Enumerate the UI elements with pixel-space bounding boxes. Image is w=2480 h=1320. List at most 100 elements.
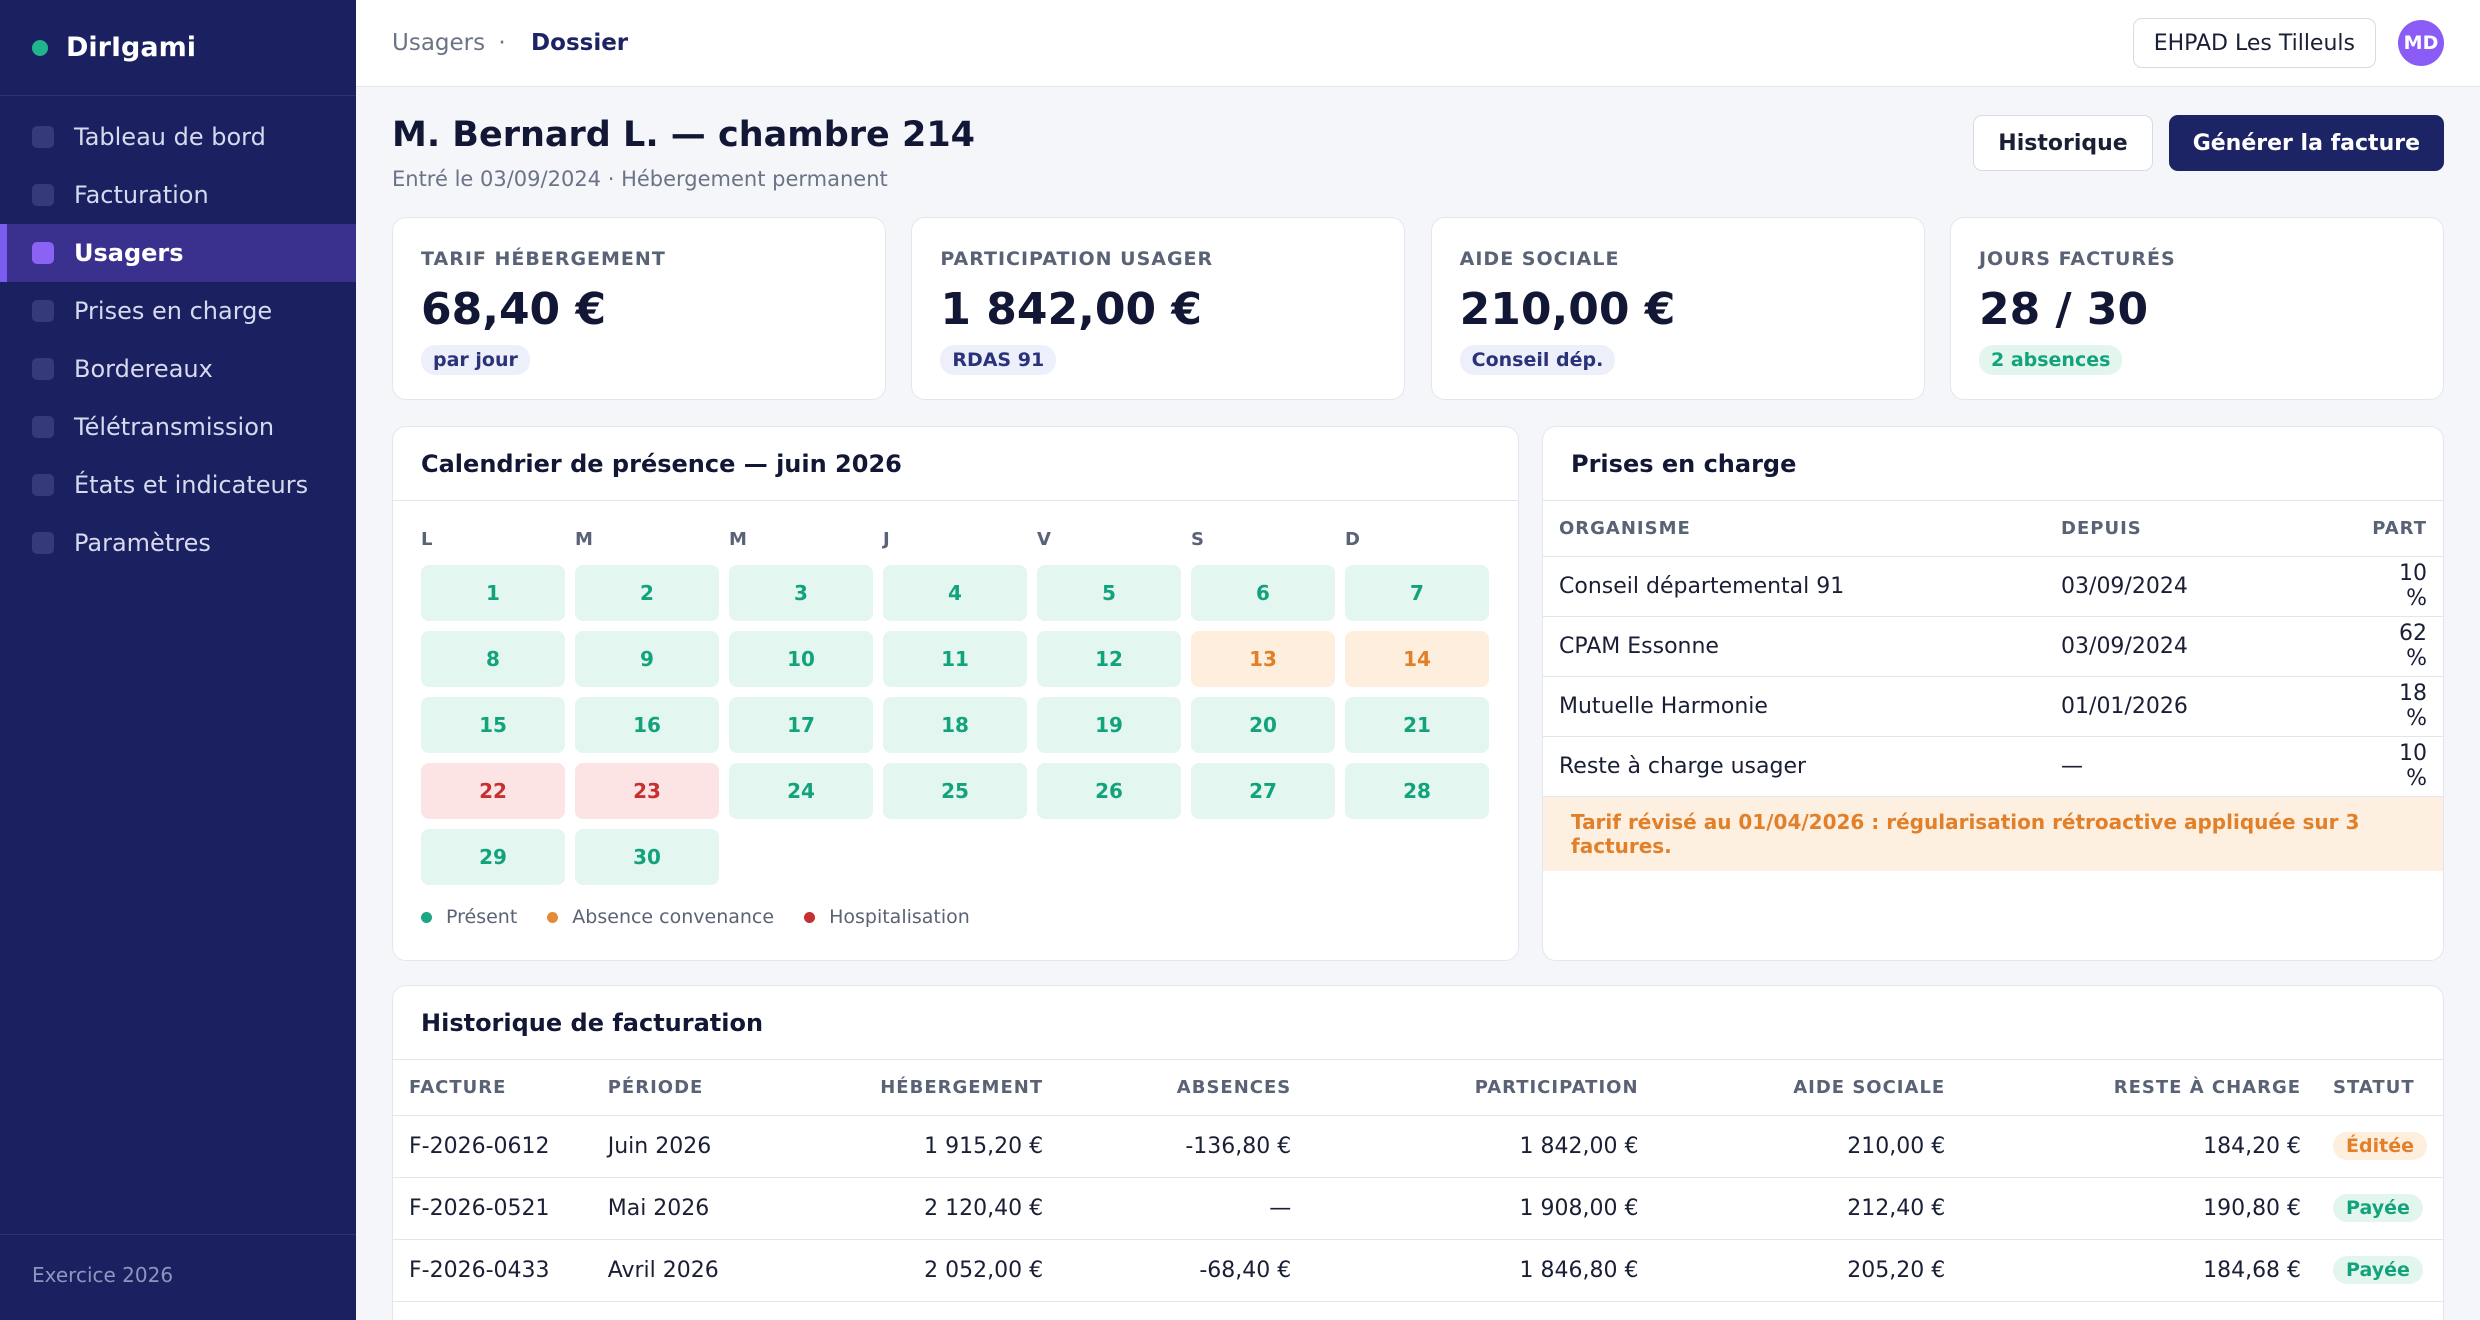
calendar-day[interactable]: 27 xyxy=(1191,763,1335,819)
history-button[interactable]: Historique xyxy=(1973,115,2153,171)
facility-selector[interactable]: EHPAD Les Tilleuls xyxy=(2132,18,2376,68)
kpi-value: 28 / 30 xyxy=(1978,284,2149,335)
participation-cell: 1 842,00 € xyxy=(1307,1115,1655,1178)
absences-cell: — xyxy=(1059,1177,1308,1240)
generate-invoice-button[interactable]: Générer la facture xyxy=(2168,115,2444,171)
social-aid-cell: 210,00 € xyxy=(1654,1115,1962,1178)
sidebar-item-label: Bordereaux xyxy=(74,355,213,383)
sidebar-item-bordereaux[interactable]: Bordereaux xyxy=(0,340,356,398)
calendar-day[interactable]: 6 xyxy=(1191,565,1335,621)
period-cell: Mai 2026 xyxy=(591,1177,791,1240)
absences-cell: -136,80 € xyxy=(1059,1115,1308,1178)
weekday-label: M xyxy=(575,529,593,550)
calendar-day[interactable]: 23 xyxy=(575,763,719,819)
participation-cell: 1 846,80 € xyxy=(1307,1239,1655,1302)
remaining-cell: 184,20 € xyxy=(1961,1115,2318,1178)
sidebar-item-usagers[interactable]: Usagers xyxy=(0,224,356,282)
calendar-day[interactable]: 21 xyxy=(1345,697,1489,753)
presence-calendar: Calendrier de présence — juin 2026 L M M J V… xyxy=(392,426,1519,961)
table-row[interactable]: CPAM Essonne 03/09/2024 62 % xyxy=(1543,616,2443,677)
since-cell: — xyxy=(2045,736,2357,797)
period-cell: Avril 2026 xyxy=(591,1239,791,1302)
calendar-day[interactable]: 2 xyxy=(575,565,719,621)
page-title: M. Bernard L. — chambre 214 xyxy=(392,115,976,155)
calendar-day[interactable]: 15 xyxy=(421,697,565,753)
sidebar-item-label: Télétransmission xyxy=(74,413,275,441)
table-row[interactable]: F-2026-0433 Avril 2026 2 052,00 € -68,40 €1… xyxy=(393,1239,2443,1302)
legend-item: Hospitalisation xyxy=(804,906,970,928)
calendar-day[interactable]: 13 xyxy=(1191,631,1335,687)
calendar-day[interactable]: 26 xyxy=(1037,763,1181,819)
table-row[interactable]: Reste à charge usager —10 % xyxy=(1543,736,2443,797)
calendar-day[interactable]: 17 xyxy=(729,697,873,753)
since-cell: 03/09/2024 xyxy=(2045,616,2357,677)
calendar-day[interactable]: 19 xyxy=(1037,697,1181,753)
social-aid-cell: 212,40 € xyxy=(1654,1177,1962,1240)
calendar-day[interactable]: 22 xyxy=(421,763,565,819)
fiscal-year: Exercice 2026 xyxy=(0,1234,356,1320)
breadcrumb-current: Dossier xyxy=(531,30,629,56)
sidebar-item-tableau-de-bord[interactable]: Tableau de bord xyxy=(0,108,356,166)
kpi-pill: 2 absences xyxy=(1978,345,2123,375)
status-badge: Payée xyxy=(2333,1256,2423,1284)
slips-icon xyxy=(32,358,54,380)
share-cell: 10 % xyxy=(2356,556,2443,617)
calendar-day[interactable]: 9 xyxy=(575,631,719,687)
sidebar-item-parametres[interactable]: Paramètres xyxy=(0,514,356,572)
sidebar-item-teletransmission[interactable]: Télétransmission xyxy=(0,398,356,456)
sidebar-item-prises-en-charge[interactable]: Prises en charge xyxy=(0,282,356,340)
column-header: STATUT xyxy=(2317,1060,2443,1116)
legend-item: Présent xyxy=(421,906,517,928)
kpi-label: PARTICIPATION USAGER xyxy=(940,248,1214,270)
coverage-icon xyxy=(32,300,54,322)
calendar-grid: 1 2 3 4 5 6 7 8 9 10 11 12 13 14 15 16 17 18 19 20 21 22 23 24 2… xyxy=(421,565,1489,885)
sidebar-item-facturation[interactable]: Facturation xyxy=(0,166,356,224)
calendar-day[interactable]: 7 xyxy=(1345,565,1489,621)
calendar-day[interactable]: 10 xyxy=(729,631,873,687)
kpi-pill: par jour xyxy=(421,345,530,375)
coverage-card: Prises en charge ORGANISME DEPUIS PART C… xyxy=(1542,426,2444,961)
calendar-day[interactable]: 16 xyxy=(575,697,719,753)
settings-icon xyxy=(32,532,54,554)
weekday-label: V xyxy=(1037,529,1051,550)
legend-item: Absence convenance xyxy=(547,906,774,928)
calendar-day[interactable]: 14 xyxy=(1345,631,1489,687)
kpi-label: JOURS FACTURÉS xyxy=(1978,248,2176,270)
column-header: ORGANISME xyxy=(1543,501,2046,557)
organism-cell: Reste à charge usager xyxy=(1543,736,2046,797)
calendar-day[interactable]: 18 xyxy=(883,697,1027,753)
table-row[interactable]: Mutuelle Harmonie 01/01/2026 18 % xyxy=(1543,676,2443,737)
participation-cell: 1 908,00 € xyxy=(1307,1177,1655,1240)
calendar-day[interactable]: 30 xyxy=(575,829,719,885)
status-badge: Éditée xyxy=(2333,1132,2427,1160)
accommodation-cell: 2 052,00 € xyxy=(790,1239,1060,1302)
table-row[interactable]: Conseil départemental 91 03/09/2024 10 % xyxy=(1543,556,2443,617)
table-row[interactable]: F-2026-0612 Juin 2026 1 915,20 € -136,80 €1… xyxy=(393,1115,2443,1178)
calendar-day[interactable]: 28 xyxy=(1345,763,1489,819)
legend-label: Hospitalisation xyxy=(829,906,970,928)
status-cell: Payée xyxy=(2317,1239,2443,1302)
calendar-day[interactable]: 24 xyxy=(729,763,873,819)
sidebar-item-etats[interactable]: États et indicateurs xyxy=(0,456,356,514)
kpi-card-participation: PARTICIPATION USAGER 1 842,00 € RDAS 91 xyxy=(911,217,1406,400)
calendar-day[interactable]: 1 xyxy=(421,565,565,621)
breadcrumb-parent[interactable]: Usagers xyxy=(392,30,486,56)
calendar-day[interactable]: 29 xyxy=(421,829,565,885)
invoice-number-cell: F-2026-0433 xyxy=(393,1239,592,1302)
calendar-day[interactable]: 12 xyxy=(1037,631,1181,687)
calendar-day[interactable]: 8 xyxy=(421,631,565,687)
brand[interactable]: DirIgami xyxy=(0,0,356,96)
calendar-day[interactable]: 4 xyxy=(883,565,1027,621)
calendar-day[interactable]: 20 xyxy=(1191,697,1335,753)
weekday-label: D xyxy=(1345,529,1360,550)
table-row[interactable]: F-2026-0521 Mai 2026 2 120,40 € —1 908,00 €… xyxy=(393,1177,2443,1240)
calendar-day[interactable]: 25 xyxy=(883,763,1027,819)
avatar[interactable]: MD xyxy=(2398,20,2444,66)
column-header: PART xyxy=(2356,501,2443,557)
calendar-day[interactable]: 3 xyxy=(729,565,873,621)
calendar-day[interactable]: 5 xyxy=(1037,565,1181,621)
share-cell: 62 % xyxy=(2356,616,2443,677)
column-header: FACTURE xyxy=(393,1060,592,1116)
calendar-day[interactable]: 11 xyxy=(883,631,1027,687)
